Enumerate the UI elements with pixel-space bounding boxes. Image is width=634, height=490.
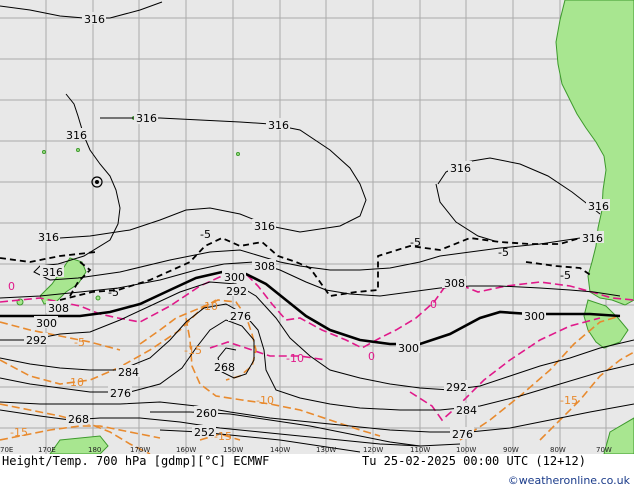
height-label: 300 (224, 271, 245, 284)
height-label: 300 (398, 342, 419, 355)
isotherm-minus15 (0, 403, 151, 455)
credit-link[interactable]: ©weatheronline.co.uk (507, 474, 630, 487)
height-label: 300 (524, 310, 545, 323)
lon-label: 130W (316, 446, 336, 454)
longitude-labels: 70E 170E 180 170W 160W 150W 140W 130W 12… (0, 446, 612, 454)
height-label: 268 (68, 413, 89, 426)
isotherm-0-loop (209, 341, 327, 361)
ocean-background (0, 0, 634, 454)
height-labels: 316 316 316 316 316 316 316 316 316 316 … (24, 12, 610, 441)
height-label: 308 (254, 260, 275, 273)
lon-label: 140W (270, 446, 290, 454)
lon-label: 150W (223, 446, 243, 454)
height-label: 284 (456, 404, 477, 417)
temp-label: -5 (498, 246, 509, 259)
isotherm-minus5 (0, 237, 593, 301)
temp-label: 0 (368, 350, 375, 363)
temp-label: -10 (286, 352, 304, 365)
temp-label: -10 (66, 376, 84, 389)
footer-bar (0, 454, 634, 490)
lon-label: 70E (0, 446, 13, 454)
height-label: 316 (42, 266, 63, 279)
height-label: 316 (136, 112, 157, 125)
height-label: 292 (226, 285, 247, 298)
lon-label: 80W (550, 446, 566, 454)
height-label: 260 (196, 407, 217, 420)
isotherm-0 (0, 271, 634, 349)
isotherm-0-south (409, 317, 601, 422)
height-label: 292 (446, 381, 467, 394)
contour-292 (0, 281, 634, 391)
temp-label: -15 (214, 430, 232, 443)
lon-label: 170E (38, 446, 56, 454)
temp-label: -5 (410, 236, 421, 249)
temp-label: -5 (200, 228, 211, 241)
height-label: 276 (230, 310, 251, 323)
isotherm-minus15-east (539, 351, 634, 441)
height-label: 316 (254, 220, 275, 233)
height-label: 284 (118, 366, 139, 379)
valid-time: Tu 25-02-2025 00:00 UTC (12+12) (362, 454, 586, 468)
height-label: 316 (66, 129, 87, 142)
height-label: 316 (588, 200, 609, 213)
temp-label: -15 (560, 394, 578, 407)
isotherm-minus10-east (459, 315, 621, 441)
temperature-labels: -5 -5 -5 -5 -5 0 0 -5 -10 -10 -15 -10 -1… (8, 228, 578, 443)
lon-label: 170W (130, 446, 150, 454)
height-label: 276 (452, 428, 473, 441)
chart-title: Height/Temp. 700 hPa [gdmp][°C] ECMWF (2, 454, 270, 468)
height-label: 316 (450, 162, 471, 175)
lon-label: 120W (363, 446, 383, 454)
temp-label: -10 (200, 300, 218, 313)
temp-label: -5 (560, 269, 571, 282)
lon-label: 90W (503, 446, 519, 454)
height-label: 276 (110, 387, 131, 400)
height-label: 316 (84, 13, 105, 26)
antarctica-land (49, 435, 109, 455)
lon-label: 160W (176, 446, 196, 454)
lon-label: 70W (596, 446, 612, 454)
station-marker-icon (91, 176, 103, 188)
contour-316-east-b (435, 183, 499, 243)
isotherm-minus10-b (185, 317, 381, 437)
antarctic-peninsula-land (603, 417, 634, 455)
temp-label: -5 (108, 286, 119, 299)
contour-308 (0, 261, 621, 299)
height-label: 308 (48, 302, 69, 315)
contour-300 (0, 270, 621, 346)
height-label: 316 (582, 232, 603, 245)
contour-276-south (0, 401, 634, 433)
temp-label: -15 (10, 426, 28, 439)
lon-label: 180 (88, 446, 101, 454)
temp-label: -10 (256, 394, 274, 407)
temp-label: 0 (8, 280, 15, 293)
contour-316-upper (59, 117, 367, 239)
temp-label: 0 (430, 298, 437, 311)
station-marker-dot-icon (95, 180, 99, 184)
temp-label: -15 (184, 344, 202, 357)
height-label: 316 (268, 119, 289, 132)
isotherm-minus15-b (0, 425, 241, 441)
temp-label: -5 (74, 336, 85, 349)
lon-label: 110W (410, 446, 430, 454)
height-label: 292 (26, 334, 47, 347)
isotherm-minus5-south (0, 299, 257, 381)
lon-label: 100W (456, 446, 476, 454)
height-label: 268 (214, 361, 235, 374)
height-label: 308 (444, 277, 465, 290)
height-label: 316 (38, 231, 59, 244)
height-label: 252 (194, 426, 215, 439)
height-label: 300 (36, 317, 57, 330)
contour-316-nz (33, 93, 601, 281)
